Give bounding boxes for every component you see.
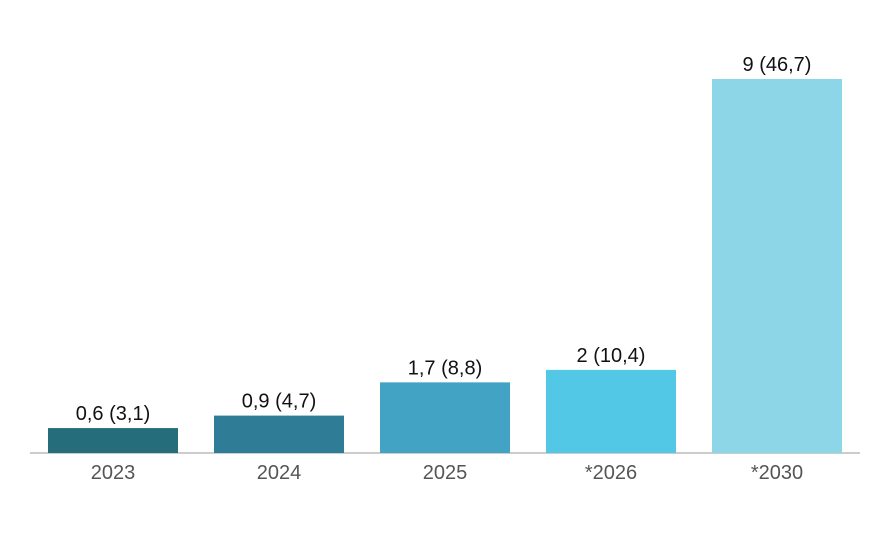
value-label: 9 (46,7)	[743, 54, 812, 76]
x-tick-label: 2024	[257, 462, 302, 484]
bar	[48, 428, 178, 453]
value-label: 0,9 (4,7)	[242, 391, 316, 413]
x-tick-label: 2025	[423, 462, 468, 484]
x-tick-label: *2026	[585, 462, 637, 484]
value-label: 0,6 (3,1)	[76, 403, 150, 425]
x-tick-label: 2023	[91, 462, 136, 484]
value-label: 1,7 (8,8)	[408, 357, 482, 379]
bar	[546, 369, 676, 453]
bar	[380, 382, 510, 453]
bar	[214, 415, 344, 453]
x-tick-label: *2030	[751, 462, 803, 484]
bar	[712, 79, 842, 453]
value-label: 2 (10,4)	[577, 345, 646, 367]
